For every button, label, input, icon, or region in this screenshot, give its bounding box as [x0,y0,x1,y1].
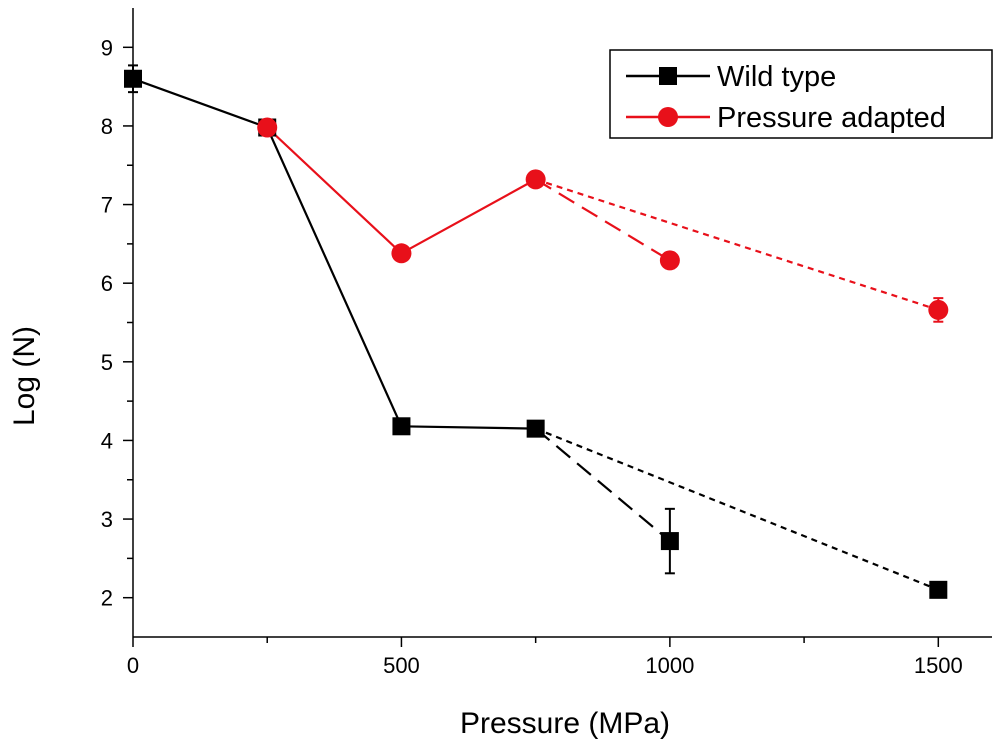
y-tick-label-2: 2 [101,586,113,611]
data-point-pressure-adapted-750 [525,169,546,190]
data-point-pressure-adapted-1500 [928,299,949,320]
y-tick-label-7: 7 [101,193,113,218]
data-point-pressure-adapted-250 [257,117,278,138]
y-axis-title: Log (N) [8,326,41,426]
y-tick-label-8: 8 [101,114,113,139]
legend: Wild type Pressure adapted [609,49,993,139]
x-tick-label-0: 0 [127,653,139,678]
legend-marker-wild-type [659,67,677,85]
y-tick-label-6: 6 [101,271,113,296]
x-tick-label-1500: 1500 [914,653,963,678]
legend-marker-pressure-adapted [658,107,678,127]
y-tick-label-4: 4 [101,428,113,453]
data-point-wild-type-500 [392,417,411,436]
series-wild-type-dotted-line-2 [535,427,939,591]
x-tick-label-500: 500 [383,653,420,678]
legend-label-pressure-adapted: Pressure adapted [717,102,946,134]
series-wild-type-dashed-line-1 [534,427,671,542]
y-tick-label-3: 3 [101,507,113,532]
y-tick-label-9: 9 [101,35,113,60]
series-pressure-adapted-solid-line-0 [266,126,537,255]
data-point-pressure-adapted-1000 [659,250,680,271]
data-point-wild-type-750 [526,419,545,438]
x-tick-label-1000: 1000 [645,653,694,678]
data-point-wild-type-1500 [929,580,948,599]
series-wild-type-solid-line-0 [132,77,536,430]
data-point-wild-type-0 [124,69,142,88]
data-point-wild-type-1000 [660,532,679,551]
chart-lines [132,77,939,591]
series-pressure-adapted-dashed-line-1 [535,178,671,262]
data-point-pressure-adapted-500 [391,243,412,264]
y-tick-label-5: 5 [101,350,113,375]
chart-axes: 0 500 1000 1500 2 3 4 5 6 7 8 9 [101,8,992,678]
series-pressure-adapted-dotted-line-2 [535,178,939,311]
chart-points [124,64,949,599]
legend-label-wild-type: Wild type [717,61,836,93]
x-axis-title: Pressure (MPa) [460,707,670,740]
